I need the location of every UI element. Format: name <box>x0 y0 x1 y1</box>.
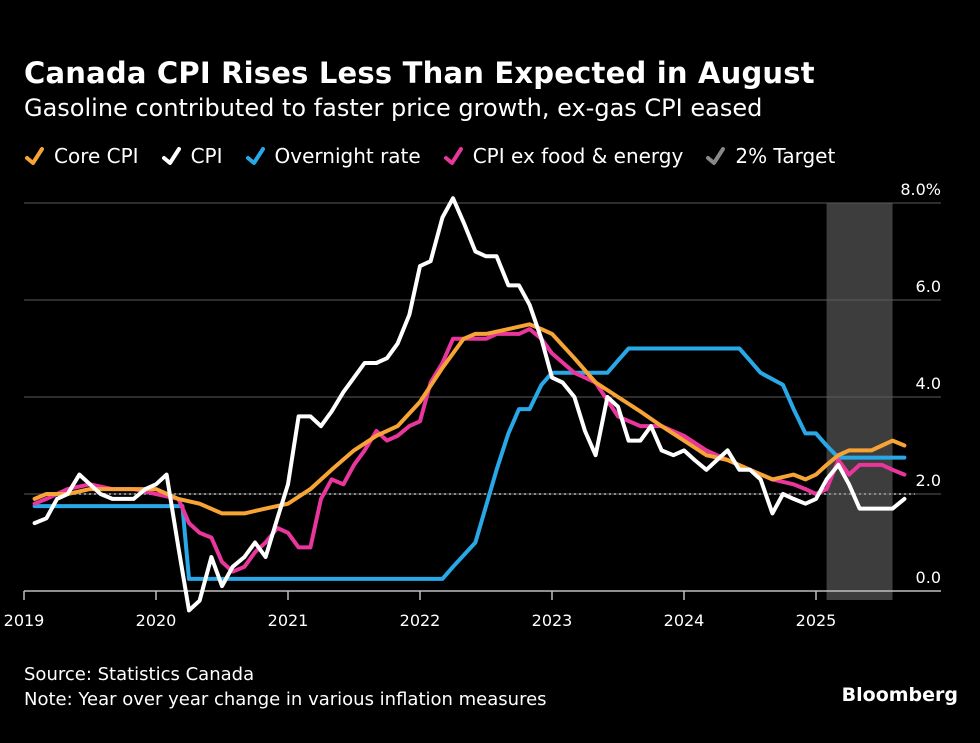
legend-item-2pct-target: 2% Target <box>705 144 835 168</box>
chart-title: Canada CPI Rises Less Than Expected in A… <box>24 56 815 90</box>
legend-item-cpi-ex-food-energy: CPI ex food & energy <box>443 144 684 168</box>
series-line-cpi <box>32 196 907 613</box>
legend-label-cpi: CPI <box>190 144 223 168</box>
x-tick-label: 2019 <box>4 611 45 630</box>
brand-logo: Bloomberg <box>841 684 958 706</box>
x-tick-label: 2023 <box>532 611 573 630</box>
legend-label-overnight-rate: Overnight rate <box>274 144 421 168</box>
series-line-core-cpi <box>32 322 907 516</box>
series-line-cpi-ex-food-energy <box>32 327 907 574</box>
footnote: Note: Year over year change in various i… <box>24 689 547 710</box>
y-tick-label: 0.0 <box>916 568 941 587</box>
x-tick-label: 2022 <box>400 611 441 630</box>
legend: Core CPI CPI Overnight rate CPI ex food … <box>24 144 857 168</box>
x-tick-label: 2024 <box>664 611 705 630</box>
legend-label-cpi-ex-food-energy: CPI ex food & energy <box>472 144 684 168</box>
legend-label-core-cpi: Core CPI <box>54 144 139 168</box>
legend-swatch-cpi <box>161 147 181 165</box>
legend-swatch-overnight-rate <box>245 147 265 165</box>
legend-item-overnight-rate: Overnight rate <box>245 144 421 168</box>
y-tick-label: 8.0% <box>900 180 941 199</box>
y-tick-label: 4.0 <box>916 374 941 393</box>
shaded-region <box>826 203 893 600</box>
x-tick-label: 2021 <box>268 611 309 630</box>
legend-swatch-core-cpi <box>25 147 44 165</box>
series-line-overnight-rate <box>32 346 907 581</box>
source-note: Source: Statistics Canada <box>24 664 255 685</box>
legend-label-2pct-target: 2% Target <box>735 144 836 168</box>
x-tick-label: 2025 <box>796 611 837 630</box>
chart-subtitle: Gasoline contributed to faster price gro… <box>24 94 763 122</box>
y-tick-label: 6.0 <box>916 277 941 296</box>
y-tick-label: 2.0 <box>916 471 941 490</box>
legend-swatch-cpi-ex-food-energy <box>443 147 463 165</box>
legend-swatch-2pct-target <box>706 147 726 165</box>
x-tick-label: 2020 <box>136 611 177 630</box>
legend-item-core-cpi: Core CPI <box>24 144 139 168</box>
legend-item-cpi: CPI <box>161 144 223 168</box>
